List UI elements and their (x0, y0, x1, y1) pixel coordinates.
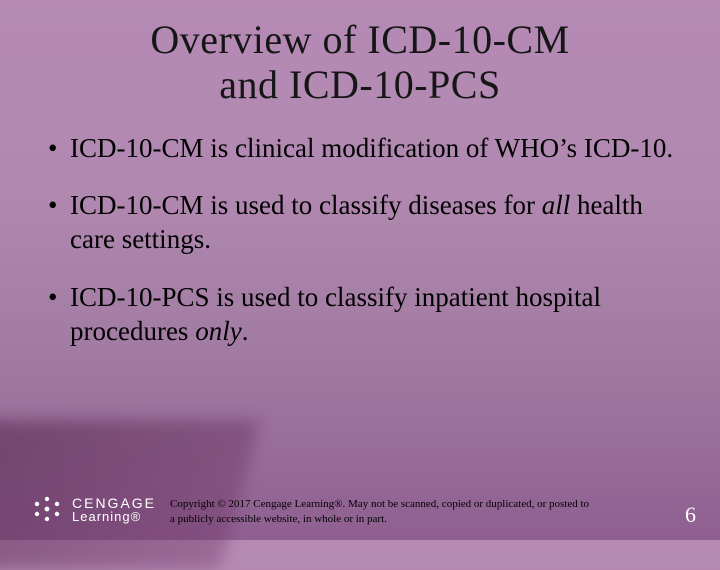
footer: CENGAGE Learning® Copyright © 2017 Cenga… (0, 492, 720, 526)
slide-title: Overview of ICD-10-CM and ICD-10-PCS (44, 18, 676, 108)
logo-sub: Learning® (72, 510, 156, 523)
bullet-item: ICD-10-PCS is used to classify inpatient… (44, 281, 676, 349)
copyright-text: Copyright © 2017 Cengage Learning®. May … (170, 497, 590, 526)
bullet-post: . (242, 316, 249, 346)
bullet-text: ICD-10-CM is used to classify diseases f… (70, 190, 542, 220)
bullet-item: ICD-10-CM is used to classify diseases f… (44, 189, 676, 257)
bullet-em: all (542, 190, 571, 220)
bullet-list: ICD-10-CM is clinical modification of WH… (44, 132, 676, 349)
page-number: 6 (685, 502, 696, 528)
brand-logo: CENGAGE Learning® (30, 492, 156, 526)
slide-content: Overview of ICD-10-CM and ICD-10-PCS ICD… (0, 0, 720, 540)
bullet-text: ICD-10-CM is clinical modification of WH… (70, 133, 673, 163)
title-line-1: Overview of ICD-10-CM (150, 17, 569, 62)
bullet-text: ICD-10-PCS is used to classify inpatient… (70, 282, 601, 346)
bullet-item: ICD-10-CM is clinical modification of WH… (44, 132, 676, 166)
bullet-em: only (195, 316, 242, 346)
logo-brand: CENGAGE (72, 496, 156, 510)
logo-mark-icon (30, 492, 64, 526)
title-line-2: and ICD-10-PCS (219, 62, 500, 107)
logo-text: CENGAGE Learning® (72, 496, 156, 523)
